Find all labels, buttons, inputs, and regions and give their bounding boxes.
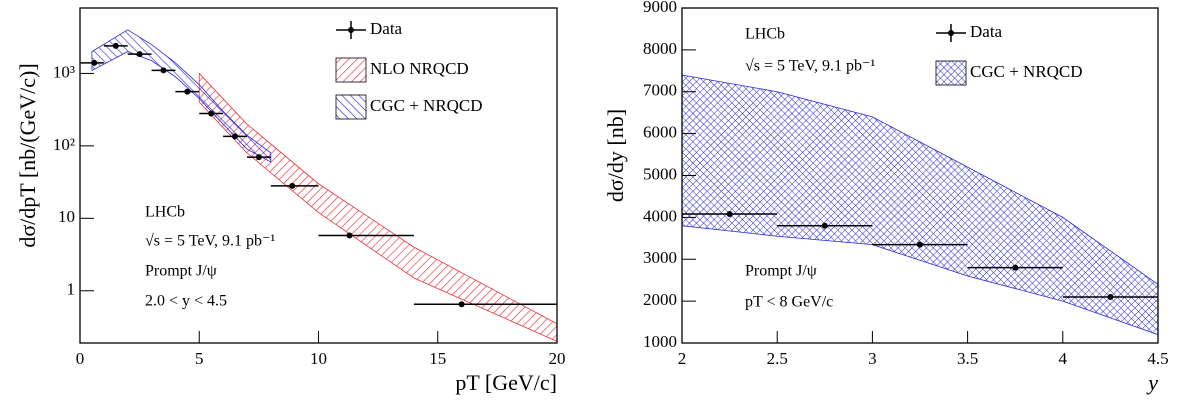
data-point bbox=[208, 110, 215, 117]
data-point bbox=[232, 133, 239, 140]
legend-label: NLO NRQCD bbox=[370, 59, 469, 78]
data-point bbox=[346, 232, 353, 239]
data-point bbox=[726, 211, 733, 218]
x-tick-label: 3 bbox=[868, 349, 877, 368]
x-tick-label: 4 bbox=[1059, 349, 1068, 368]
data-point bbox=[160, 67, 167, 74]
annotation: √s = 5 TeV, 9.1 pb⁻¹ bbox=[745, 58, 875, 75]
legend-swatch bbox=[335, 57, 367, 83]
data-point bbox=[255, 154, 262, 161]
annotation: 2.0 < y < 4.5 bbox=[145, 293, 227, 310]
y-tick-label: 10² bbox=[53, 135, 75, 154]
band bbox=[91, 29, 272, 163]
y-tick-label: 7000 bbox=[643, 81, 677, 100]
legend-marker bbox=[348, 27, 354, 33]
x-tick-label: 15 bbox=[429, 349, 446, 368]
x-tick-label: 0 bbox=[76, 349, 85, 368]
x-tick-label: 20 bbox=[549, 349, 566, 368]
data-point bbox=[91, 59, 98, 66]
data-point bbox=[917, 241, 923, 248]
legend-marker bbox=[948, 30, 954, 36]
data-point bbox=[1012, 264, 1019, 271]
annotation: √s = 5 TeV, 9.1 pb⁻¹ bbox=[145, 233, 275, 250]
y-tick-label: 1 bbox=[67, 280, 76, 299]
y-tick-label: 5000 bbox=[643, 164, 677, 183]
y-tick-label: 1000 bbox=[643, 332, 677, 351]
data-point bbox=[112, 42, 119, 49]
x-axis-label: pT [GeV/c] bbox=[455, 370, 557, 395]
y-axis-label: dσ/dpT [nb/(GeV/c)] bbox=[15, 63, 40, 247]
y-tick-label: 3000 bbox=[643, 248, 677, 267]
legend-swatch bbox=[335, 94, 367, 120]
y-tick-label: 10 bbox=[58, 207, 75, 226]
annotation: LHCb bbox=[745, 26, 785, 43]
data-point bbox=[289, 182, 296, 189]
legend-swatch bbox=[935, 60, 967, 86]
plot: 0 5 10 15 20 1 10 10² 10³ pT [GeV/c] dσ/dpT [nb/(G… bbox=[15, 7, 566, 395]
x-axis-label: y bbox=[1146, 370, 1158, 395]
legend-label: Data bbox=[970, 22, 1003, 41]
x-tick-label: 10 bbox=[310, 349, 327, 368]
annotation: Prompt J/ψ bbox=[745, 263, 817, 280]
legend-label: CGC + NRQCD bbox=[970, 62, 1083, 81]
y-axis-label: dσ/dy [nb] bbox=[603, 109, 628, 202]
y-tick-label: 8000 bbox=[643, 39, 677, 58]
x-tick-label: 2 bbox=[678, 349, 687, 368]
x-tick-label: 3.5 bbox=[957, 349, 978, 368]
y-tick-label: 9000 bbox=[643, 0, 677, 16]
y-tick-label: 10³ bbox=[53, 62, 75, 81]
x-tick-label: 2.5 bbox=[767, 349, 788, 368]
y-tick-label: 2000 bbox=[643, 290, 677, 309]
annotation: pT < 8 GeV/c bbox=[745, 294, 833, 311]
data-point bbox=[821, 222, 828, 229]
y-tick-label: 4000 bbox=[643, 206, 677, 225]
data-point bbox=[184, 88, 191, 95]
data-point bbox=[136, 51, 143, 58]
plot: 2 2.5 3 3.5 4 4.5 1000 2000 3000 4000 5000 6000 7000… bbox=[603, 0, 1169, 395]
y-tick-label: 6000 bbox=[643, 123, 677, 142]
annotation: Prompt J/ψ bbox=[145, 263, 217, 280]
data-point bbox=[458, 301, 465, 308]
data-point bbox=[1107, 293, 1114, 300]
legend-label: CGC + NRQCD bbox=[370, 96, 483, 115]
legend-label: Data bbox=[370, 19, 403, 38]
x-tick-label: 5 bbox=[195, 349, 204, 368]
x-tick-label: 4.5 bbox=[1147, 349, 1168, 368]
annotation: LHCb bbox=[145, 204, 185, 221]
